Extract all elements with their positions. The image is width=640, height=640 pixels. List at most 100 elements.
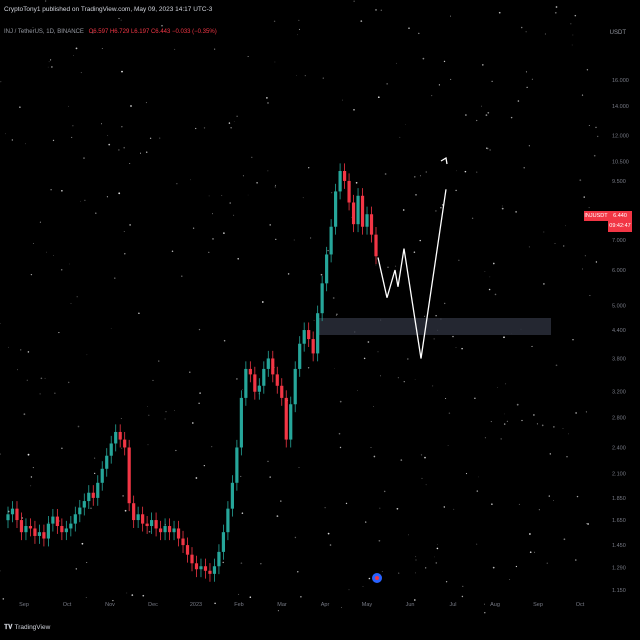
- star: [465, 114, 467, 116]
- star: [275, 238, 277, 241]
- star: [50, 59, 52, 61]
- candle-body: [365, 214, 369, 227]
- star: [76, 296, 78, 298]
- symbol-label[interactable]: INJ / TetherUS, 1D, BINANCE: [4, 29, 84, 35]
- candle-body: [132, 503, 136, 521]
- candle-body: [293, 368, 297, 405]
- star: [562, 428, 564, 429]
- candle-body: [10, 508, 15, 515]
- star: [525, 31, 527, 33]
- candle-body: [194, 563, 199, 570]
- star: [327, 249, 329, 252]
- star: [555, 364, 558, 367]
- star: [534, 551, 536, 553]
- star: [32, 467, 34, 469]
- star: [59, 520, 61, 522]
- candle-body: [374, 234, 378, 257]
- star: [436, 547, 439, 550]
- star: [241, 512, 244, 514]
- star: [242, 389, 244, 390]
- y-tick-label: 6.000: [612, 268, 626, 274]
- candle-body: [347, 180, 351, 203]
- star: [484, 603, 485, 605]
- star: [46, 251, 47, 253]
- y-tick-label: 1.290: [612, 566, 626, 572]
- star: [485, 114, 488, 116]
- star: [448, 412, 451, 414]
- candle-body: [190, 554, 194, 564]
- star: [223, 339, 226, 342]
- star: [489, 276, 491, 278]
- star: [400, 459, 403, 461]
- star: [114, 277, 116, 279]
- star: [414, 379, 416, 380]
- star: [212, 213, 213, 215]
- star: [25, 143, 26, 145]
- star: [437, 543, 438, 545]
- star: [481, 64, 484, 66]
- star: [267, 102, 269, 104]
- star: [588, 207, 590, 209]
- star: [214, 602, 216, 605]
- price-axis[interactable]: 16.00014.00012.00010.5009.5008.0007.0006…: [612, 78, 629, 594]
- star: [189, 371, 191, 373]
- time-axis[interactable]: Sep Oct Nov Dec 2023 Feb Mar Apr May Jun Jul Aug Sep…: [19, 602, 585, 608]
- star: [334, 368, 336, 369]
- star: [362, 585, 364, 587]
- x-tick-label: Sep: [533, 602, 543, 608]
- star: [554, 11, 557, 14]
- star: [474, 397, 476, 400]
- star: [445, 397, 447, 400]
- star: [32, 243, 34, 244]
- candle-body: [271, 358, 275, 375]
- star: [538, 509, 540, 511]
- star: [198, 402, 200, 404]
- star: [465, 473, 468, 475]
- symbol-price-tag: INJUSDT: [584, 211, 608, 221]
- star: [378, 539, 381, 542]
- star: [118, 149, 120, 151]
- star: [86, 561, 88, 564]
- star: [0, 453, 1, 455]
- star: [61, 447, 63, 450]
- star: [424, 315, 426, 317]
- star: [30, 273, 33, 276]
- star: [380, 9, 382, 11]
- star: [147, 444, 149, 446]
- star: [510, 116, 513, 119]
- candle-body: [253, 374, 257, 392]
- x-tick-label: Jun: [406, 602, 415, 608]
- star: [357, 390, 358, 391]
- star: [228, 122, 231, 124]
- star: [509, 578, 511, 581]
- star: [304, 75, 306, 77]
- candle-body: [329, 226, 333, 255]
- star: [164, 418, 166, 420]
- star: [529, 533, 531, 535]
- star: [79, 200, 81, 202]
- star: [486, 147, 488, 149]
- star: [130, 105, 132, 107]
- y-tick-label: 5.000: [612, 303, 626, 309]
- star: [438, 84, 440, 86]
- candle-body: [136, 514, 140, 521]
- star: [277, 610, 279, 612]
- candle-body: [307, 330, 311, 340]
- star: [585, 411, 587, 413]
- star: [405, 124, 407, 125]
- candle-body: [118, 431, 122, 440]
- x-tick-label: Feb: [234, 602, 243, 608]
- footer-brand-label: TradingView: [14, 624, 51, 631]
- star: [579, 179, 582, 182]
- star: [503, 423, 506, 425]
- star: [360, 20, 363, 22]
- star: [123, 231, 125, 232]
- footer-brand[interactable]: 𝐓𝐕 TradingView: [4, 624, 50, 632]
- candle-body: [51, 516, 55, 524]
- star: [583, 196, 585, 198]
- star: [586, 69, 589, 71]
- y-tick-label: 3.200: [612, 390, 626, 396]
- star: [298, 28, 301, 31]
- star: [39, 393, 41, 395]
